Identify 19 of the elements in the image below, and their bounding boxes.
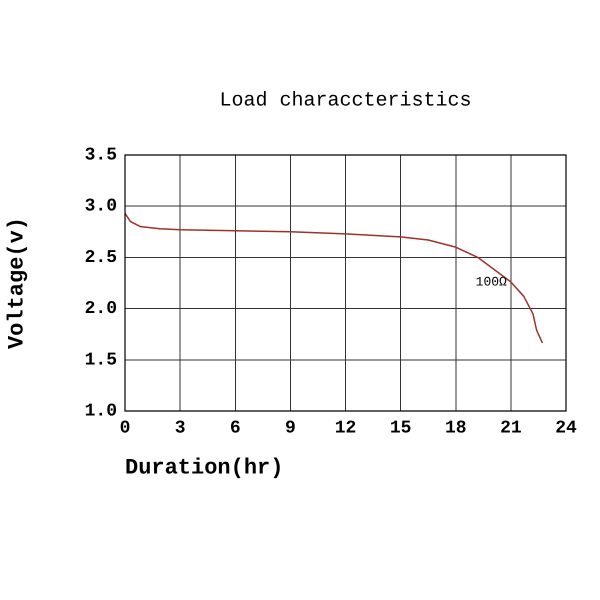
y-tick-label: 1.0 — [84, 402, 117, 422]
x-tick-label: 15 — [390, 418, 412, 438]
y-tick-label: 3.5 — [84, 146, 117, 166]
x-tick-label: 9 — [284, 418, 296, 438]
x-axis-title: Duration(hr) — [125, 455, 284, 480]
x-tick-label: 12 — [334, 418, 356, 438]
x-tick-label: 21 — [500, 418, 522, 438]
y-axis-title: Voltage(v) — [4, 216, 30, 350]
x-tick-label: 24 — [555, 418, 577, 438]
x-tick-label: 0 — [120, 418, 130, 438]
y-tick-label: 1.5 — [84, 350, 117, 370]
y-tick-label: 3.0 — [84, 196, 117, 217]
series-label: 100Ω — [476, 274, 508, 290]
x-tick-label: 3 — [174, 418, 186, 438]
x-tick-label: 18 — [444, 418, 467, 438]
y-tick-label: 2.5 — [84, 248, 117, 268]
y-tick-label: 2.0 — [84, 299, 117, 320]
chart-title: Load characcteristics — [219, 89, 472, 112]
x-tick-label: 6 — [230, 418, 241, 438]
